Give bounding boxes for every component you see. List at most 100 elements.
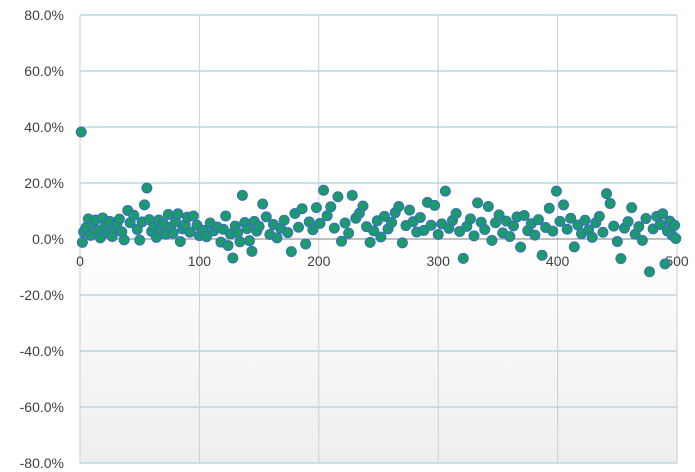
data-point (236, 189, 248, 201)
data-point (669, 219, 681, 231)
data-point (278, 214, 290, 226)
data-point (504, 230, 516, 242)
data-point (597, 226, 609, 238)
data-point (134, 234, 146, 246)
data-point (550, 185, 562, 197)
data-point (335, 235, 347, 247)
data-points (75, 126, 682, 278)
data-point (76, 236, 88, 248)
data-point (472, 197, 484, 209)
x-axis-ticks: 0 100 200 300 400 500 (76, 253, 689, 269)
data-point (167, 227, 179, 239)
y-tick-label: -80.0% (20, 455, 64, 471)
y-tick-label: 60.0% (24, 63, 64, 79)
data-point (285, 246, 297, 258)
x-tick-label: 200 (307, 253, 331, 269)
y-axis-ticks: 80.0% 60.0% 40.0% 20.0% 0.0% -20.0% -40.0% -60.… (20, 7, 64, 471)
data-point (222, 239, 234, 251)
data-point (174, 236, 186, 248)
data-point (314, 217, 326, 229)
data-point (554, 215, 566, 227)
data-point (640, 213, 652, 225)
data-point (257, 198, 269, 210)
y-tick-label: -20.0% (20, 287, 64, 303)
data-point (328, 222, 340, 234)
data-point (201, 231, 213, 243)
data-point (622, 216, 634, 228)
data-point (654, 218, 666, 230)
data-point (586, 231, 598, 243)
data-point (138, 199, 150, 211)
data-point (579, 214, 591, 226)
data-point (368, 225, 380, 237)
data-point (404, 204, 416, 216)
data-point (346, 189, 358, 201)
y-tick-label: 80.0% (24, 7, 64, 23)
data-point (220, 210, 232, 222)
data-point (561, 223, 573, 235)
data-point (518, 209, 530, 221)
data-point (282, 227, 294, 239)
data-point (332, 191, 344, 203)
y-tick-label: -60.0% (20, 399, 64, 415)
data-point (536, 249, 548, 261)
data-point (227, 252, 239, 264)
data-point (378, 210, 390, 222)
data-point (172, 208, 184, 220)
data-point (615, 253, 627, 265)
data-point (432, 229, 444, 241)
data-point (439, 185, 451, 197)
data-point (296, 203, 308, 215)
data-point (611, 236, 623, 248)
data-point (565, 212, 577, 224)
data-point (141, 182, 153, 194)
data-point (310, 202, 322, 214)
x-tick-label: 100 (188, 253, 212, 269)
data-point (636, 234, 648, 246)
data-point (608, 220, 620, 232)
data-point (493, 209, 505, 221)
data-point (300, 238, 312, 250)
data-point (601, 188, 613, 200)
data-point (246, 245, 258, 257)
y-tick-label: 0.0% (32, 231, 64, 247)
data-point (325, 201, 337, 213)
data-point (232, 227, 244, 239)
data-point (593, 210, 605, 222)
data-point (128, 209, 140, 221)
data-point (425, 219, 437, 231)
x-tick-label: 0 (76, 253, 84, 269)
data-point (479, 223, 491, 235)
data-point (318, 184, 330, 196)
x-tick-label: 500 (665, 253, 689, 269)
data-point (414, 211, 426, 223)
data-point (396, 237, 408, 249)
data-point (244, 235, 256, 247)
data-point (343, 227, 355, 239)
data-point (670, 232, 682, 244)
data-point (464, 213, 476, 225)
data-point (657, 208, 669, 220)
data-point (357, 200, 369, 212)
data-point (393, 201, 405, 213)
y-tick-label: -40.0% (20, 343, 64, 359)
data-point (515, 241, 527, 253)
x-tick-label: 300 (427, 253, 451, 269)
data-point (75, 126, 87, 138)
data-point (644, 266, 656, 278)
data-point (604, 197, 616, 209)
data-point (364, 236, 376, 248)
data-point (659, 258, 671, 270)
data-point (253, 220, 265, 232)
data-point (558, 199, 570, 211)
data-point (113, 213, 125, 225)
data-point (529, 229, 541, 241)
data-point (234, 236, 246, 248)
data-point (429, 199, 441, 211)
data-point (468, 230, 480, 242)
y-tick-label: 40.0% (24, 119, 64, 135)
data-point (187, 210, 199, 222)
data-point (260, 211, 272, 223)
data-point (293, 221, 305, 233)
